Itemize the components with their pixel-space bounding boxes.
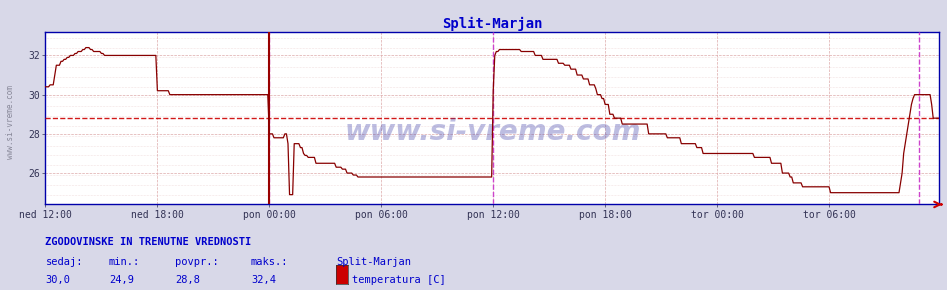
Text: www.si-vreme.com: www.si-vreme.com (344, 118, 641, 146)
Text: 30,0: 30,0 (45, 275, 70, 285)
Text: maks.:: maks.: (251, 257, 289, 267)
Text: sedaj:: sedaj: (45, 257, 83, 267)
Text: 24,9: 24,9 (109, 275, 134, 285)
Text: povpr.:: povpr.: (175, 257, 219, 267)
Text: 28,8: 28,8 (175, 275, 200, 285)
Text: 32,4: 32,4 (251, 275, 276, 285)
Text: min.:: min.: (109, 257, 140, 267)
Text: www.si-vreme.com: www.si-vreme.com (6, 85, 15, 159)
Text: ZGODOVINSKE IN TRENUTNE VREDNOSTI: ZGODOVINSKE IN TRENUTNE VREDNOSTI (45, 237, 252, 247)
Title: Split-Marjan: Split-Marjan (442, 17, 543, 31)
Text: temperatura [C]: temperatura [C] (352, 275, 446, 285)
Text: Split-Marjan: Split-Marjan (336, 257, 411, 267)
